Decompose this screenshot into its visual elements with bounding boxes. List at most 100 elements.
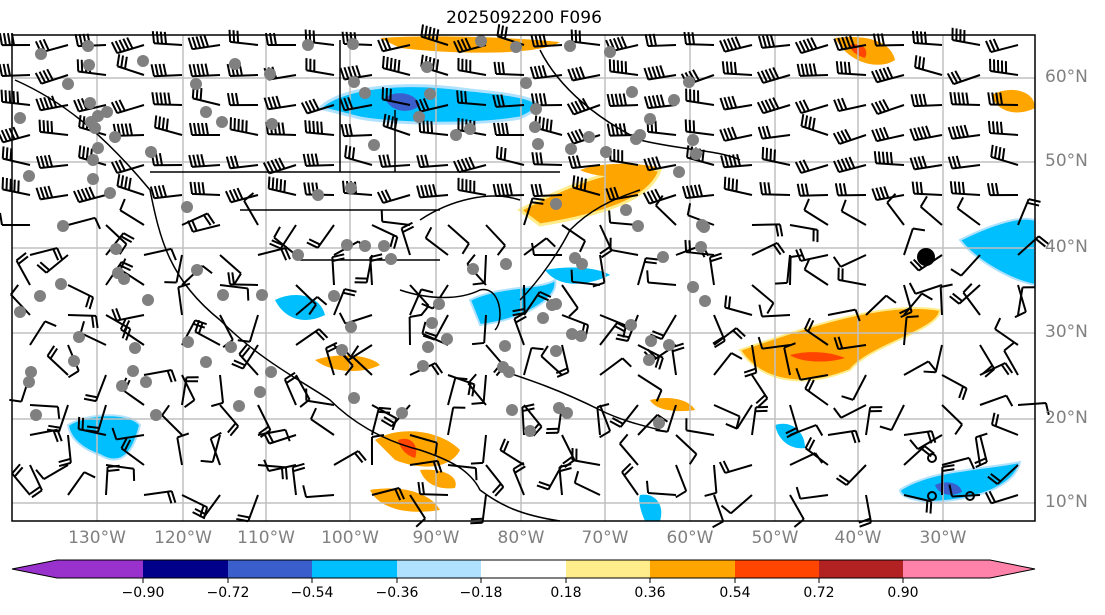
wind-barb — [751, 241, 786, 256]
wind-barb — [567, 155, 601, 170]
station-dot — [87, 173, 99, 185]
wind-barb — [796, 63, 829, 77]
station-dot — [62, 78, 74, 90]
wind-barb — [447, 224, 470, 255]
station-dot — [550, 345, 562, 357]
wind-barb — [371, 487, 405, 501]
wind-barb — [378, 154, 411, 168]
station-dot — [630, 133, 642, 145]
wind-barb — [150, 63, 183, 78]
wind-barb — [176, 432, 190, 466]
wind-barb — [0, 126, 31, 144]
wind-barb — [719, 126, 753, 142]
wind-barb — [987, 92, 1019, 106]
wind-barb — [371, 224, 399, 249]
wind-barb — [914, 55, 943, 76]
wind-barb — [29, 320, 57, 346]
wind-barb — [302, 485, 335, 499]
wind-barb — [521, 403, 535, 436]
wind-barb — [990, 144, 1019, 166]
wind-barb — [833, 336, 867, 351]
wind-barb — [987, 464, 1019, 485]
station-dot — [341, 239, 353, 251]
wind-barb — [609, 237, 639, 256]
station-dot — [181, 201, 193, 213]
wind-barb — [621, 462, 639, 496]
wind-barb — [181, 212, 216, 226]
wind-barb — [0, 212, 31, 226]
wind-barb — [187, 219, 221, 233]
wind-barb — [262, 157, 297, 175]
station-dot — [191, 264, 203, 276]
wind-barb — [188, 154, 221, 168]
wind-barb — [457, 177, 487, 196]
marker-ring — [927, 491, 937, 501]
station-dot — [510, 41, 522, 53]
wind-barb — [416, 183, 449, 199]
wind-barb — [985, 38, 1019, 54]
wind-barb — [291, 462, 306, 496]
wind-barb — [903, 430, 937, 444]
wind-barb — [211, 374, 225, 408]
colorbar-tick-label: 0.90 — [887, 585, 919, 601]
wind-barb — [833, 35, 867, 52]
wind-barb — [619, 433, 639, 466]
wind-barb — [236, 494, 259, 523]
colorbar-segment — [819, 560, 903, 578]
wind-barb — [262, 431, 297, 445]
wind-barb — [181, 374, 196, 409]
wind-barb — [718, 460, 753, 474]
wind-barb — [263, 459, 297, 472]
station-dot — [506, 404, 518, 416]
wind-barb — [0, 63, 31, 77]
station-dot — [216, 116, 228, 128]
wind-barb — [470, 434, 487, 465]
station-dot — [182, 336, 194, 348]
station-dot — [499, 340, 511, 352]
wind-barb — [46, 345, 69, 376]
wind-barb — [721, 61, 753, 76]
wind-barb — [923, 344, 943, 374]
wind-barb — [540, 345, 563, 376]
wind-barb — [471, 314, 487, 346]
wind-barb — [15, 252, 31, 286]
station-dot — [695, 241, 707, 253]
station-dot — [254, 386, 266, 398]
station-dot — [348, 392, 360, 404]
lon-label: 120°W — [154, 528, 212, 548]
station-dot — [14, 306, 26, 318]
colorbar-segment — [228, 560, 312, 578]
station-dot — [109, 131, 121, 143]
wind-barb — [447, 376, 468, 406]
lon-label: 80°W — [497, 528, 545, 548]
wind-barb — [675, 434, 698, 465]
wind-barb — [758, 304, 791, 318]
station-dot — [417, 360, 429, 372]
station-dot — [23, 376, 35, 388]
wind-barb — [200, 434, 221, 464]
wind-barb — [369, 253, 383, 286]
wind-barb — [911, 30, 943, 46]
wind-barb — [227, 272, 259, 286]
wind-barb — [757, 125, 791, 140]
wind-barb — [685, 418, 715, 436]
wind-barb — [941, 404, 963, 436]
colorbar — [11, 559, 1036, 583]
wind-barb — [644, 33, 677, 48]
wind-barb — [833, 404, 867, 419]
wind-barb — [58, 434, 72, 468]
wind-barb — [911, 181, 943, 196]
wind-barb — [642, 188, 677, 205]
station-dot — [302, 39, 314, 51]
wind-barb — [1017, 286, 1035, 316]
wind-barb — [424, 226, 449, 256]
station-dot — [266, 118, 278, 130]
wind-barb — [417, 481, 449, 496]
wind-barb — [561, 284, 579, 318]
wind-barb — [0, 89, 31, 106]
fill-negative-strong — [385, 93, 420, 111]
wind-barb — [1017, 402, 1050, 416]
station-dot — [233, 400, 245, 412]
wind-barb — [333, 288, 357, 316]
wind-barb — [1, 177, 31, 196]
